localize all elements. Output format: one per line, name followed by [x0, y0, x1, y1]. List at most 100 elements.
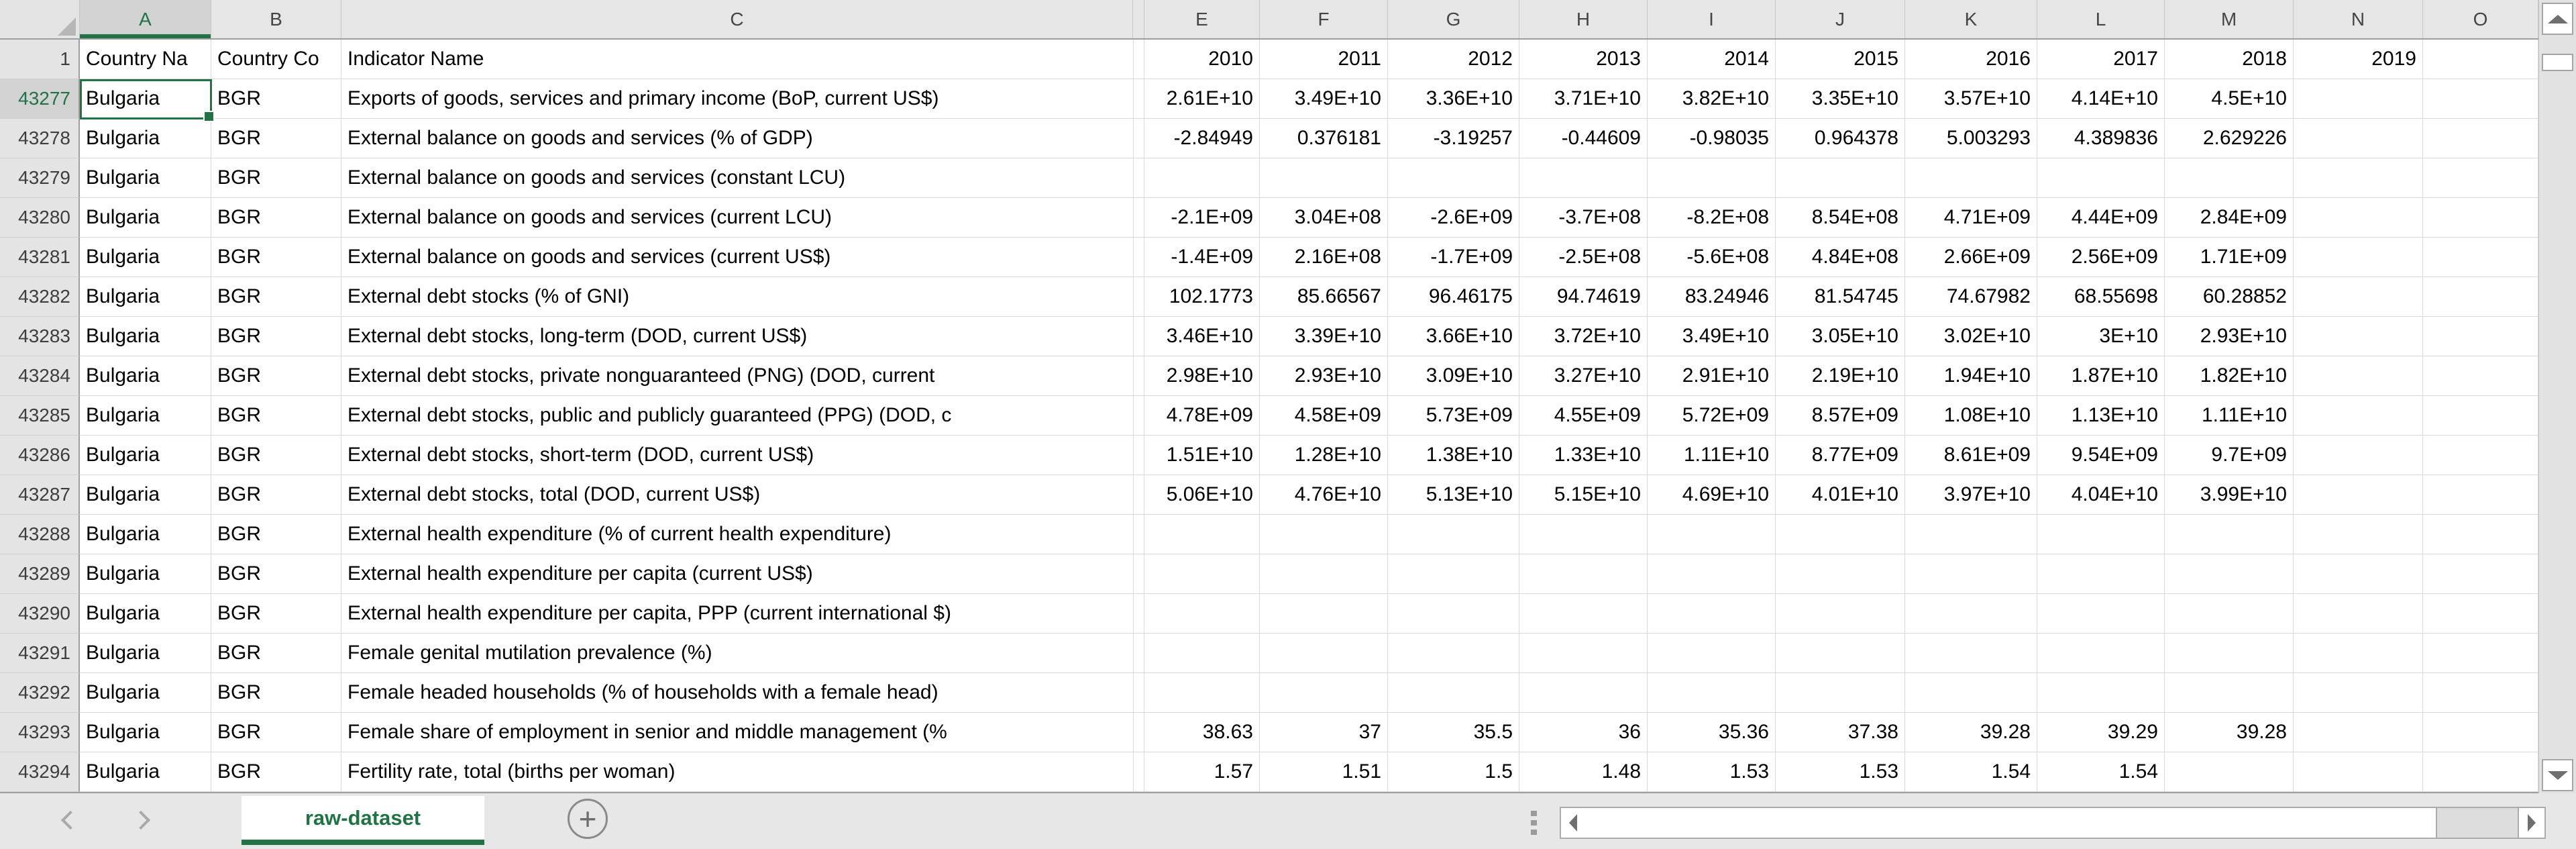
cell-country-name[interactable]: Bulgaria [80, 198, 211, 238]
cell-F[interactable] [1260, 515, 1388, 554]
cell-J[interactable]: 8.54E+08 [1776, 198, 1905, 238]
cell-F[interactable]: 37 [1260, 713, 1388, 752]
cell-E[interactable]: 5.06E+10 [1144, 475, 1260, 515]
cell-L[interactable] [2037, 634, 2165, 673]
cell-J[interactable] [1776, 515, 1905, 554]
cell-O[interactable] [2423, 396, 2538, 436]
cell-country-code[interactable]: BGR [211, 317, 341, 356]
cell-country-code[interactable]: BGR [211, 277, 341, 317]
cell-E[interactable]: 2.61E+10 [1144, 79, 1260, 119]
cell-country-code[interactable]: BGR [211, 713, 341, 752]
row-header-43277[interactable]: 43277 [0, 79, 80, 119]
cell-I[interactable]: 1.53 [1648, 752, 1776, 792]
cell-M[interactable]: 60.28852 [2165, 277, 2294, 317]
cell-I[interactable]: 5.72E+09 [1648, 396, 1776, 436]
cell-I[interactable]: 1.11E+10 [1648, 436, 1776, 475]
cell-country-name[interactable]: Bulgaria [80, 436, 211, 475]
cell-N[interactable]: 2019 [2294, 40, 2423, 79]
cell-D[interactable] [1133, 634, 1144, 673]
cell-N[interactable] [2294, 198, 2423, 238]
active-cell-border[interactable] [80, 79, 215, 122]
cell-O[interactable] [2423, 475, 2538, 515]
cell-K[interactable]: 39.28 [1905, 713, 2037, 752]
cell-K[interactable]: 1.08E+10 [1905, 396, 2037, 436]
cell-O[interactable] [2423, 436, 2538, 475]
cell-I[interactable] [1648, 158, 1776, 198]
cell-L[interactable] [2037, 594, 2165, 634]
cell-F[interactable]: 2.16E+08 [1260, 238, 1388, 277]
cell-O[interactable] [2423, 238, 2538, 277]
cell-M[interactable] [2165, 594, 2294, 634]
cell-G[interactable]: 5.13E+10 [1388, 475, 1519, 515]
cell-J[interactable]: 1.53 [1776, 752, 1905, 792]
cell-L[interactable]: 1.87E+10 [2037, 356, 2165, 396]
cell-D[interactable] [1133, 277, 1144, 317]
cell-N[interactable] [2294, 713, 2423, 752]
cell-I[interactable]: 3.49E+10 [1648, 317, 1776, 356]
cell-N[interactable] [2294, 396, 2423, 436]
cell-indicator-name[interactable]: External balance on goods and services (… [341, 198, 1133, 238]
cell-J[interactable]: 0.964378 [1776, 119, 1905, 158]
column-header-C[interactable]: C [341, 0, 1133, 38]
cell-K[interactable]: 3.02E+10 [1905, 317, 2037, 356]
cell-indicator-name[interactable]: Indicator Name [341, 40, 1133, 79]
column-header-B[interactable]: B [211, 0, 341, 38]
cell-H[interactable]: -3.7E+08 [1519, 198, 1648, 238]
cell-I[interactable] [1648, 673, 1776, 713]
cell-N[interactable] [2294, 554, 2423, 594]
cell-O[interactable] [2423, 673, 2538, 713]
cell-indicator-name[interactable]: External balance on goods and services (… [341, 119, 1133, 158]
cell-N[interactable] [2294, 158, 2423, 198]
cell-J[interactable]: 8.57E+09 [1776, 396, 1905, 436]
cell-H[interactable]: 3.71E+10 [1519, 79, 1648, 119]
cell-country-code[interactable]: BGR [211, 396, 341, 436]
row-header-43293[interactable]: 43293 [0, 713, 80, 752]
cell-indicator-name[interactable]: Female share of employment in senior and… [341, 713, 1133, 752]
cell-F[interactable]: 3.39E+10 [1260, 317, 1388, 356]
cell-K[interactable]: 3.97E+10 [1905, 475, 2037, 515]
cell-L[interactable]: 9.54E+09 [2037, 436, 2165, 475]
cell-F[interactable] [1260, 158, 1388, 198]
cell-N[interactable] [2294, 634, 2423, 673]
column-header-I[interactable]: I [1648, 0, 1776, 38]
cell-country-code[interactable]: BGR [211, 436, 341, 475]
cell-K[interactable]: 1.94E+10 [1905, 356, 2037, 396]
cell-F[interactable]: 4.58E+09 [1260, 396, 1388, 436]
column-header-E[interactable]: E [1144, 0, 1260, 38]
cell-N[interactable] [2294, 673, 2423, 713]
cell-F[interactable]: 2011 [1260, 40, 1388, 79]
cell-L[interactable]: 4.389836 [2037, 119, 2165, 158]
cell-indicator-name[interactable]: Fertility rate, total (births per woman) [341, 752, 1133, 792]
cell-J[interactable]: 37.38 [1776, 713, 1905, 752]
cell-H[interactable]: -2.5E+08 [1519, 238, 1648, 277]
row-header-43279[interactable]: 43279 [0, 158, 80, 198]
cell-I[interactable]: 35.36 [1648, 713, 1776, 752]
cell-K[interactable]: 2.66E+09 [1905, 238, 2037, 277]
cell-M[interactable] [2165, 634, 2294, 673]
cell-M[interactable] [2165, 515, 2294, 554]
cell-country-code[interactable]: BGR [211, 594, 341, 634]
cell-indicator-name[interactable]: External health expenditure (% of curren… [341, 515, 1133, 554]
horizontal-scrollbar[interactable] [1560, 807, 2546, 839]
cell-indicator-name[interactable]: External debt stocks, long-term (DOD, cu… [341, 317, 1133, 356]
cell-K[interactable]: 1.54 [1905, 752, 2037, 792]
cell-O[interactable] [2423, 119, 2538, 158]
add-sheet-button[interactable]: + [568, 799, 608, 839]
cell-E[interactable] [1144, 158, 1260, 198]
cell-J[interactable] [1776, 673, 1905, 713]
cell-K[interactable]: 3.57E+10 [1905, 79, 2037, 119]
cell-F[interactable]: 0.376181 [1260, 119, 1388, 158]
cell-F[interactable]: 3.04E+08 [1260, 198, 1388, 238]
cell-country-code[interactable]: BGR [211, 475, 341, 515]
cell-country-name[interactable]: Bulgaria [80, 158, 211, 198]
cell-L[interactable]: 4.14E+10 [2037, 79, 2165, 119]
cell-M[interactable] [2165, 158, 2294, 198]
cell-G[interactable]: 1.5 [1388, 752, 1519, 792]
cell-N[interactable] [2294, 356, 2423, 396]
cell-indicator-name[interactable]: External debt stocks, short-term (DOD, c… [341, 436, 1133, 475]
cell-D[interactable] [1133, 356, 1144, 396]
column-header-K[interactable]: K [1905, 0, 2037, 38]
cell-N[interactable] [2294, 515, 2423, 554]
cell-E[interactable]: -2.84949 [1144, 119, 1260, 158]
cell-M[interactable]: 4.5E+10 [2165, 79, 2294, 119]
